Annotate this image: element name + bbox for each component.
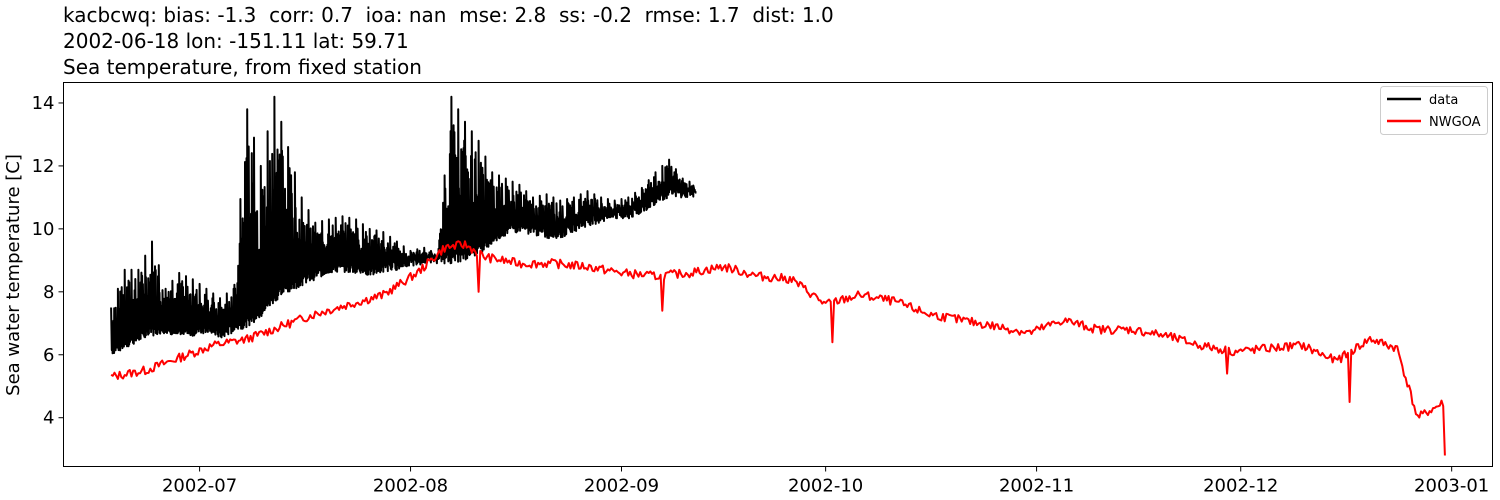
x-tick-label: 2002-09	[584, 476, 659, 497]
x-tick-label: 2002-07	[162, 476, 237, 497]
y-axis-ticks: 4 6 8 10 12 14	[32, 93, 64, 429]
x-tick-label: 2002-08	[373, 476, 448, 497]
y-tick-label: 14	[32, 93, 55, 114]
chart-title: kacbcwq: bias: -1.3 corr: 0.7 ioa: nan m…	[63, 2, 834, 80]
y-tick-label: 12	[32, 156, 55, 177]
x-tick-label: 2003-01	[1414, 476, 1489, 497]
x-axis-ticks: 2002-07 2002-08 2002-09 2002-10 2002-11 2002-…	[162, 466, 1489, 497]
y-tick-label: 8	[43, 282, 54, 303]
x-tick-label: 2002-11	[999, 476, 1074, 497]
series-layer	[110, 95, 1446, 456]
series-line-nwgoa	[110, 240, 1446, 456]
title-line-location: 2002-06-18 lon: -151.11 lat: 59.71	[63, 29, 409, 53]
legend-label-nwgoa: NWGOA	[1429, 115, 1481, 130]
series-line-data	[110, 95, 697, 355]
legend: data NWGOA	[1380, 86, 1488, 135]
y-tick-label: 6	[43, 345, 54, 366]
title-line-stats: kacbcwq: bias: -1.3 corr: 0.7 ioa: nan m…	[63, 3, 834, 27]
x-tick-label: 2002-10	[788, 476, 863, 497]
y-tick-label: 10	[32, 219, 55, 240]
y-axis-label: Sea water temperature [C]	[3, 154, 24, 396]
x-tick-label: 2002-12	[1203, 476, 1278, 497]
y-tick-label: 4	[43, 408, 54, 429]
legend-label-data: data	[1429, 93, 1458, 108]
plot-frame	[63, 82, 1493, 467]
title-line-variable: Sea temperature, from fixed station	[63, 55, 422, 79]
